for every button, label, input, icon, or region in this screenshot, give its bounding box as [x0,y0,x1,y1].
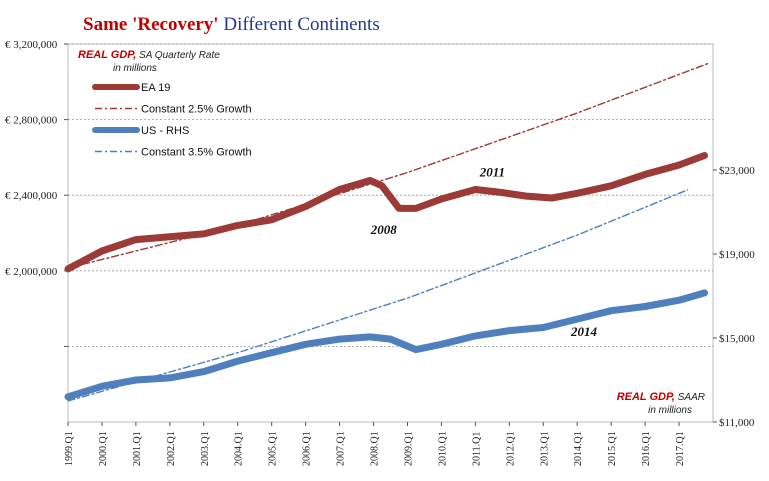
right-tick-label: $23,000 [719,165,755,177]
series-layer [64,62,711,402]
right-tick-label: $19,000 [719,249,755,261]
legend-label: EA 19 [141,82,170,94]
right-axis-label-strong: REAL GDP, [617,391,675,403]
right-axis-label-rest: SAAR [675,392,705,403]
x-tick-label: 2006.Q1 [302,431,313,466]
legend-label: Constant 3.5% Growth [141,147,252,159]
x-tick-label: 2003.Q1 [200,431,211,466]
x-tick-label: 2004.Q1 [234,431,245,466]
x-tick-label: 1999.Q1 [64,431,75,466]
annotations: 2008 2011 2014 [370,164,598,339]
left-axis-label-line2: in millions [113,63,157,74]
x-tick-label: 2002.Q1 [166,431,177,466]
x-tick-label: 2012.Q1 [505,431,516,466]
x-tick-label: 2013.Q1 [539,431,550,466]
left-axis-label: REAL GDP, SA Quarterly Rate [78,49,220,61]
x-tick-label: 2010.Q1 [437,431,448,466]
series-line-1 [64,152,708,273]
right-axis-label: REAL GDP, SAAR [617,391,705,403]
chart-title-part1: Same 'Recovery' [83,14,219,35]
legend: EA 19 Constant 2.5% Growth US - RHS Constan… [92,82,252,159]
series-line-3 [64,289,708,401]
left-axis-label-strong: REAL GDP, [78,49,136,61]
left-tick-label: € 2,000,000 [5,266,58,278]
left-axis-label-rest: SA Quarterly Rate [136,50,220,61]
left-axis: € 2,000,000 € 2,400,000 € 2,800,000 € 3,200… [5,39,68,347]
x-tick-label: 2016.Q1 [641,431,652,466]
x-tick-label: 2011.Q1 [471,432,482,466]
x-tick-label: 2001.Q1 [132,431,143,466]
right-tick-label: $15,000 [719,333,755,345]
x-tick-label: 2008.Q1 [370,431,381,466]
left-tick-label: € 2,800,000 [5,115,58,127]
gridlines [68,43,713,347]
x-axis: 1999.Q1 2000.Q1 2001.Q1 2002.Q1 2003.Q1 2004.… [64,422,686,466]
annotation-label: 2011 [479,164,505,179]
chart-title-part2: Different Continents [219,14,380,35]
x-tick-label: 2015.Q1 [607,431,618,466]
legend-label: US - RHS [141,125,189,137]
right-axis: $11,000 $15,000 $19,000 $23,000 [713,165,755,429]
annotation-label: 2014 [570,324,598,339]
annotation-label: 2008 [370,222,398,237]
x-tick-label: 2014.Q1 [573,431,584,466]
series-line-2 [67,62,711,269]
series-line-4 [67,189,689,402]
left-tick-label: € 2,400,000 [5,190,58,202]
x-tick-label: 2009.Q1 [403,431,414,466]
x-tick-label: 2000.Q1 [98,431,109,466]
x-tick-label: 2017.Q1 [675,431,686,466]
right-axis-label-line2: in millions [648,405,692,416]
left-tick-label: € 3,200,000 [5,39,58,51]
x-tick-label: 2007.Q1 [336,431,347,466]
x-tick-label: 2005.Q1 [268,431,279,466]
right-tick-label: $11,000 [719,417,755,429]
chart-title: Same 'Recovery' Different Continents [83,14,380,35]
legend-label: Constant 2.5% Growth [141,104,252,116]
